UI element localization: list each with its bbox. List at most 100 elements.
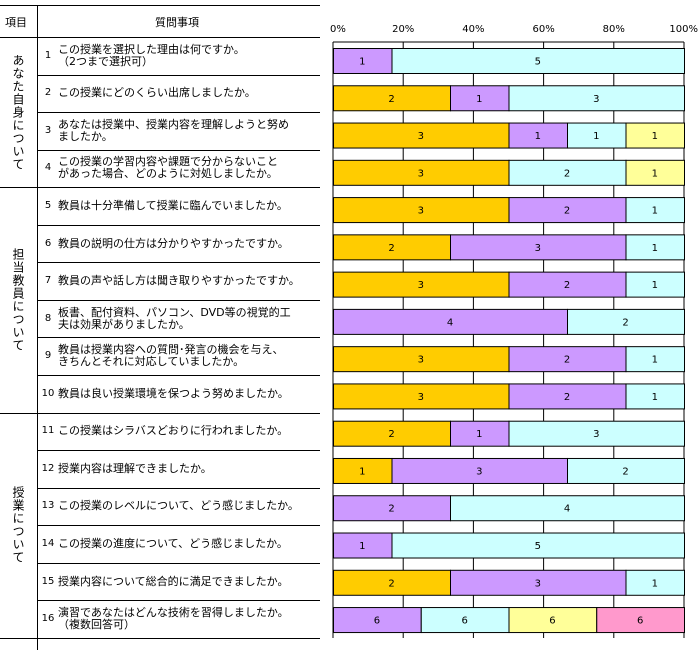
bar-segment xyxy=(391,457,568,484)
group-label-text: 授業について xyxy=(11,486,25,565)
row-divider xyxy=(38,75,320,76)
bar-segment xyxy=(333,495,451,522)
question-row: 7 教員の声や話し方は聞き取りやすかったですか。 xyxy=(38,262,320,300)
data-label: 2 xyxy=(388,578,394,589)
data-label: 2 xyxy=(388,243,394,254)
bar-segment xyxy=(625,271,685,298)
bar-segment xyxy=(333,122,510,149)
bar-segment xyxy=(625,569,685,596)
bar-segment xyxy=(625,346,685,373)
bar-segment xyxy=(508,85,685,112)
question-number: 9 xyxy=(44,350,52,362)
data-label: 2 xyxy=(622,317,628,328)
data-label: 6 xyxy=(637,616,643,627)
bar-segment xyxy=(625,159,685,186)
bar-segment xyxy=(450,569,627,596)
question-number: 12 xyxy=(41,462,55,474)
data-label: 1 xyxy=(359,541,365,552)
row-divider xyxy=(38,488,320,489)
data-label: 3 xyxy=(476,466,482,477)
bar-segment xyxy=(508,271,627,298)
question-text: 授業内容は理解できましたか。 xyxy=(58,461,212,475)
data-label: 2 xyxy=(388,504,394,515)
question-number: 15 xyxy=(41,575,55,587)
question-row: 6 教員の説明の仕方は分かりやすかったですか。 xyxy=(38,225,320,263)
data-label: 1 xyxy=(652,206,658,217)
group-label-text: あなた自身について xyxy=(11,53,25,171)
column-divider xyxy=(37,5,38,650)
question-text: 教員は良い授業環境を保つよう努めましたか。 xyxy=(58,386,289,400)
question-number: 5 xyxy=(44,200,52,211)
question-number: 13 xyxy=(41,500,55,512)
question-text: この授業を選択した理由は何ですか。 （2つまで選択可） xyxy=(58,42,245,68)
question-text: この授業はシラバスどおりに行われましたか。 xyxy=(58,424,289,438)
question-text: 教員は十分準備して授業に臨んでいましたか。 xyxy=(58,199,288,212)
bar-segment xyxy=(333,457,393,484)
bar-segment xyxy=(450,234,627,261)
data-label: 2 xyxy=(388,429,394,440)
data-label: 1 xyxy=(652,243,658,254)
data-label: 5 xyxy=(535,541,541,552)
question-text: 教員の声や話し方は聞き取りやすかったですか。 xyxy=(58,274,300,288)
group-label: 担当教員について xyxy=(0,187,37,412)
data-label: 3 xyxy=(418,168,424,179)
data-label: 2 xyxy=(564,206,570,217)
question-row: 1 この授業を選択した理由は何ですか。 （2つまで選択可） xyxy=(38,37,320,75)
bar-segment xyxy=(567,457,685,484)
question-number: 4 xyxy=(44,162,52,174)
data-label: 3 xyxy=(418,280,424,291)
bar-segment xyxy=(333,569,451,596)
question-text: あなたは授業中、授業内容を理解しようと努め ましたか。 xyxy=(58,117,289,143)
question-row: 12 授業内容は理解できましたか。 xyxy=(38,450,320,488)
bar-segment xyxy=(625,383,685,410)
bar-segment xyxy=(333,607,422,634)
header-category: 項目 xyxy=(5,16,27,29)
row-divider xyxy=(38,112,320,113)
bar-segment xyxy=(420,607,510,634)
question-text: 教員の説明の仕方は分かりやすかったですか。 xyxy=(58,236,289,250)
header-divider xyxy=(0,37,320,38)
question-text: 授業内容について総合的に満足できましたか。 xyxy=(58,574,289,588)
x-tick-label: 60% xyxy=(532,24,554,35)
bar-segment xyxy=(333,197,510,224)
question-number: 11 xyxy=(41,425,55,437)
question-number: 10 xyxy=(41,387,55,399)
bar-segment xyxy=(508,607,598,634)
row-divider xyxy=(38,638,320,639)
data-label: 3 xyxy=(418,392,424,403)
bar-segment xyxy=(333,383,510,410)
bar-segment xyxy=(450,495,685,522)
data-label: 2 xyxy=(388,94,394,105)
data-label: 1 xyxy=(652,280,658,291)
group-label-text: 担当教員について xyxy=(11,247,25,352)
question-row: 8 板書、配付資料、パソコン、DVD等の視覚的工 夫は効果がありましたか。 xyxy=(38,300,320,338)
question-text: 板書、配付資料、パソコン、DVD等の視覚的工 夫は効果がありましたか。 xyxy=(58,305,291,331)
row-divider xyxy=(38,563,320,564)
row-divider xyxy=(38,337,320,338)
question-row: 14 この授業の進度について、どう感じましたか。 xyxy=(38,525,320,563)
data-label: 3 xyxy=(535,578,541,589)
bar-segment xyxy=(625,122,685,149)
question-row: 15 授業内容について総合的に満足できましたか。 xyxy=(38,563,320,601)
data-label: 3 xyxy=(593,429,599,440)
x-tick-label: 40% xyxy=(462,24,484,35)
bar-segment xyxy=(333,234,451,261)
question-number: 3 xyxy=(44,124,52,136)
bar-segment xyxy=(596,607,685,634)
bar-segment xyxy=(391,532,685,559)
question-text: この授業の進度について、どう感じましたか。 xyxy=(58,537,288,551)
bar-segment xyxy=(508,346,627,373)
bar-segment xyxy=(508,122,568,149)
row-divider xyxy=(38,300,320,301)
data-label: 3 xyxy=(418,131,424,142)
question-text: この授業のレベルについて、どう感じましたか。 xyxy=(58,499,299,513)
row-divider xyxy=(38,187,320,188)
row-divider xyxy=(38,413,320,414)
bar-segment xyxy=(625,197,685,224)
data-label: 1 xyxy=(476,429,482,440)
data-label: 3 xyxy=(418,355,424,366)
bar-segment xyxy=(333,420,451,447)
bar-segment xyxy=(450,85,510,112)
x-tick-label: 100% xyxy=(669,24,698,35)
